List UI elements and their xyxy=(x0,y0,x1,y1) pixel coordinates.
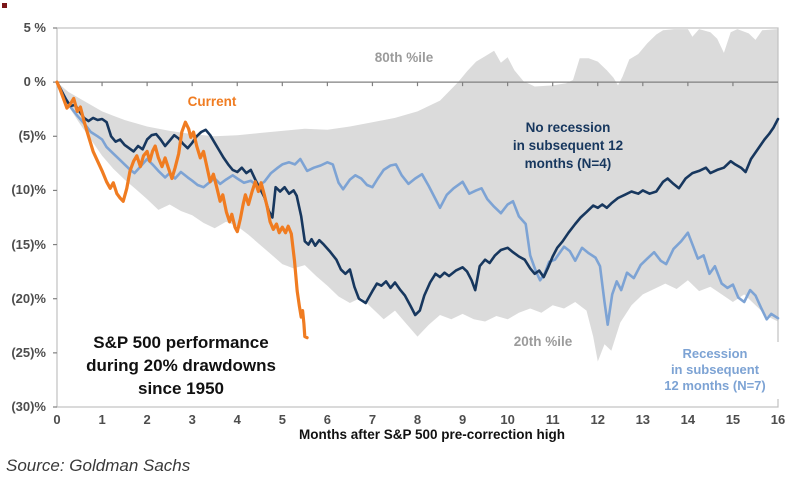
y-tick-label: (15)% xyxy=(11,236,46,252)
chart-title: S&P 500 performance during 20% drawdowns… xyxy=(86,333,276,398)
y-tick-label: (25)% xyxy=(11,344,46,360)
x-tick-label: 7 xyxy=(368,412,377,427)
x-tick-label: 3 xyxy=(188,412,196,427)
y-tick-label: (20)% xyxy=(11,290,46,306)
annotation-20th-percentile: 20th %ile xyxy=(513,334,573,349)
series-current xyxy=(55,80,309,340)
annotation-recession: Recession in subsequent 12 months (N=7) xyxy=(648,342,782,399)
x-tick-label: 15 xyxy=(725,412,741,427)
x-tick-label: 11 xyxy=(545,412,560,427)
y-tick-label: (10)% xyxy=(11,182,46,198)
source-attribution: Source: Goldman Sachs xyxy=(6,456,191,475)
x-tick-label: 5 xyxy=(278,412,286,427)
x-tick-label: 0 xyxy=(53,412,61,427)
x-tick-label: 16 xyxy=(770,412,786,427)
corner-mark xyxy=(2,3,7,8)
y-tick-label: (30)% xyxy=(11,399,46,414)
y-tick-label: 5 % xyxy=(23,20,46,35)
x-tick-label: 1 xyxy=(98,412,106,427)
annotation-no-recession: No recession in subsequent 12 months (N=… xyxy=(512,120,624,171)
annotation-80th-percentile: 80th %ile xyxy=(374,50,434,65)
x-tick-label: 9 xyxy=(458,412,467,427)
x-tick-label: 6 xyxy=(323,412,331,427)
x-tick-label: 12 xyxy=(590,412,605,427)
y-tick-label: 0 % xyxy=(23,74,46,90)
series-no-recession xyxy=(55,80,780,317)
series-recession xyxy=(55,80,780,327)
x-tick-label: 14 xyxy=(680,412,696,427)
x-axis-title: Months after S&P 500 pre-correction high xyxy=(298,427,566,442)
annotation-current: Current xyxy=(187,94,237,109)
x-tick-label: 2 xyxy=(143,412,151,427)
x-tick-label: 8 xyxy=(413,412,422,427)
percentile-band xyxy=(57,29,778,362)
y-tick-label: (5)% xyxy=(18,128,46,144)
plot-frame xyxy=(56,27,779,408)
x-tick-label: 13 xyxy=(635,412,651,427)
x-tick-label: 10 xyxy=(500,412,515,427)
x-tick-label: 4 xyxy=(233,412,241,427)
